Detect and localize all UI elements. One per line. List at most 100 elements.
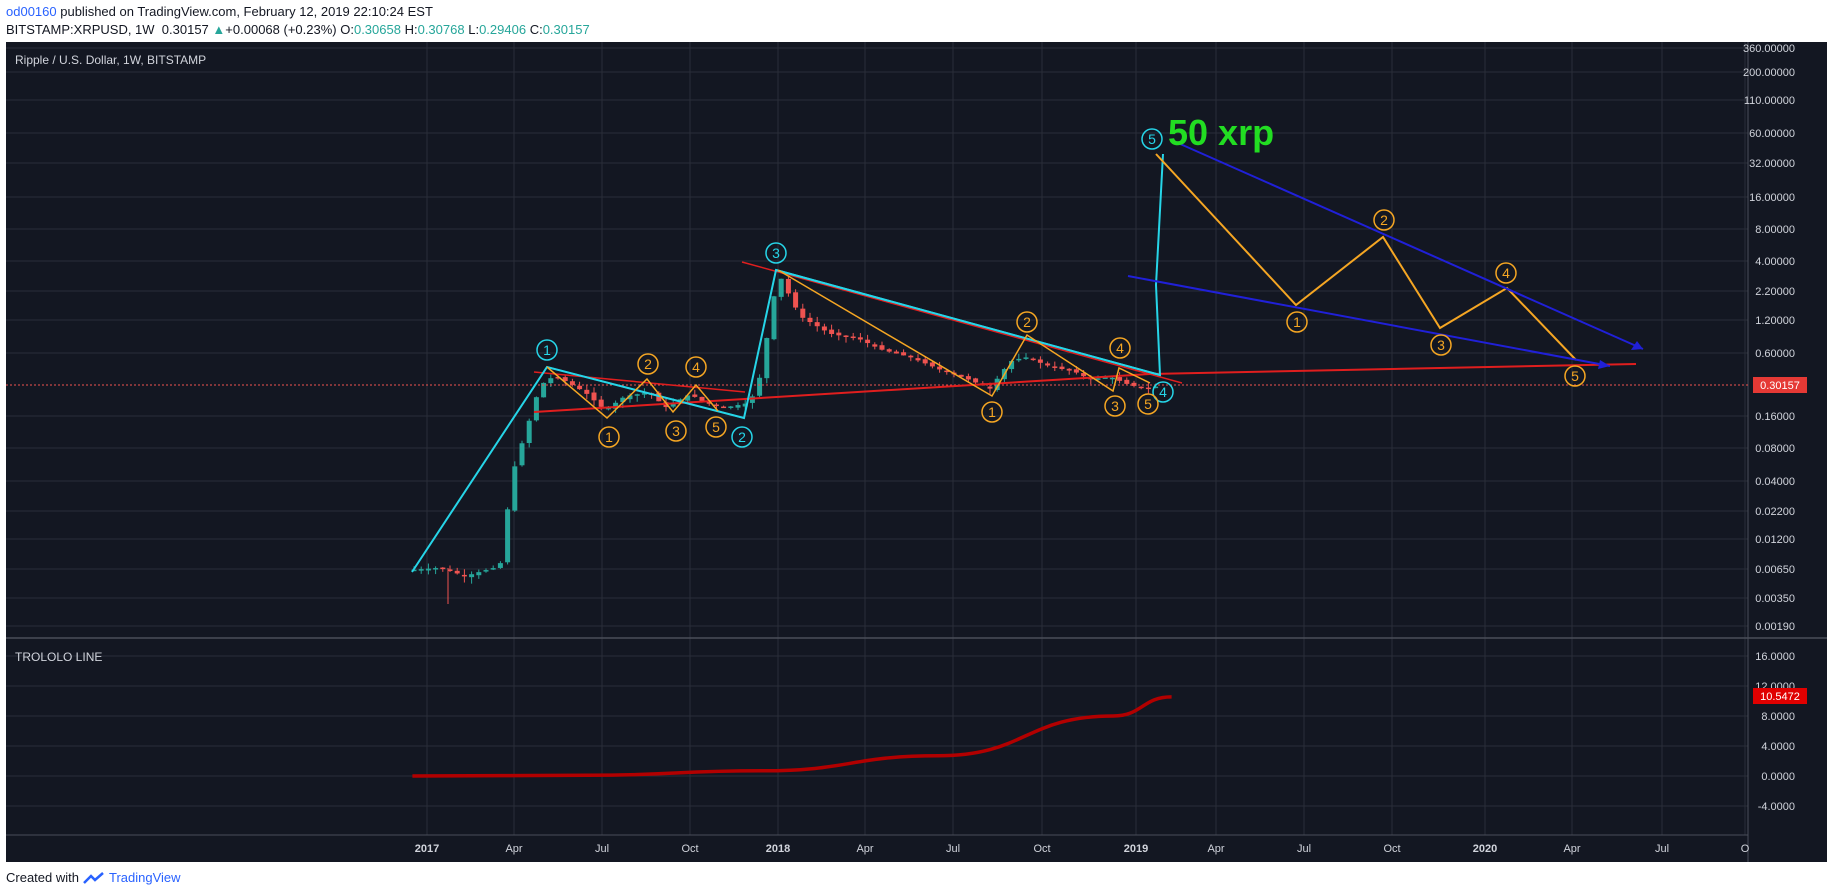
tradingview-logo-icon: [83, 871, 104, 884]
low-label: L:: [468, 22, 480, 37]
candle-body: [937, 366, 943, 370]
last-price-badge: 0.30157: [1753, 377, 1807, 393]
price-tick-label: 0.00350: [1755, 593, 1795, 605]
candle-body: [505, 509, 511, 563]
cyan-wave-label: 3: [772, 245, 780, 261]
price-tick-label: 4.00000: [1755, 256, 1795, 268]
candle-body: [865, 339, 871, 344]
indicator-tick-label: 4.0000: [1761, 741, 1795, 753]
candle-body: [1138, 386, 1144, 389]
orange-wave-label: 1: [605, 429, 613, 445]
orange-wave-label-circle: [1109, 337, 1131, 359]
candle-body: [800, 308, 806, 318]
candle-body: [901, 352, 907, 356]
price-tick-label: 0.04000: [1755, 476, 1795, 488]
candle-body: [965, 376, 971, 380]
open-label: O:: [340, 22, 354, 37]
chart-area[interactable]: Ripple / U.S. Dollar, 1W, BITSTAMP TROLO…: [6, 42, 1827, 862]
candle-body: [814, 322, 820, 327]
candle-body: [447, 569, 453, 571]
last-price: 0.30157: [161, 22, 209, 37]
tradingview-link[interactable]: TradingView: [108, 870, 181, 885]
candle-body: [476, 572, 482, 576]
candle-body: [929, 362, 935, 367]
candle-body: [728, 406, 734, 408]
orange-forecast-label-circle: [1286, 311, 1308, 333]
high-value: 0.30768: [417, 22, 465, 37]
candle-body: [821, 326, 827, 331]
candle-body: [785, 278, 791, 294]
price-tick-label: 8.00000: [1755, 224, 1795, 236]
candle-body: [829, 329, 835, 334]
candle-body: [764, 338, 770, 379]
candle-body: [613, 402, 619, 409]
candle-body: [699, 396, 705, 401]
candle-body: [454, 570, 460, 574]
candle-body: [519, 443, 525, 466]
open-value: 0.30658: [353, 22, 401, 37]
candle-body: [850, 336, 856, 339]
candle-body: [627, 395, 633, 400]
footer: Created with TradingView: [6, 870, 181, 885]
candle-body: [793, 292, 799, 308]
grid: [6, 42, 1748, 835]
author-link[interactable]: od00160: [6, 4, 57, 19]
candle-body: [469, 574, 475, 578]
orange-wave-label-circle: [665, 420, 687, 442]
candle-body: [908, 355, 914, 358]
candle-body: [843, 335, 849, 338]
candle-body: [1095, 378, 1101, 380]
orange-wave-label: 3: [672, 423, 680, 439]
orange-wave-label: 2: [644, 356, 652, 372]
price-tick-label: 0.60000: [1755, 348, 1795, 360]
candle-body: [634, 394, 640, 396]
candle-body: [562, 377, 568, 382]
price-tick-label: 200.00000: [1743, 67, 1795, 79]
candle-body: [656, 392, 662, 402]
orange-forecast-wave: [1155, 153, 1577, 361]
price-tick-label: 0.02200: [1755, 506, 1795, 518]
orange-wave-label: 5: [712, 419, 720, 435]
time-tick-label: Jul: [946, 843, 960, 855]
annotation-50-xrp: 50 xrp: [1168, 112, 1274, 153]
created-with-text: Created with: [6, 870, 79, 885]
time-tick-label: Apr: [1563, 843, 1580, 855]
cyan-wave-label: 1: [543, 342, 551, 358]
blue-channel-upper: [1177, 142, 1644, 350]
candle-body: [425, 568, 431, 571]
orange-wave-label-circle: [705, 416, 727, 438]
candle-body: [742, 403, 748, 407]
candle-body: [1059, 366, 1065, 370]
price-tick-label: 0.08000: [1755, 443, 1795, 455]
candle-body: [1037, 359, 1043, 363]
indicator-value-badge: 10.5472: [1753, 688, 1807, 704]
candle-body: [872, 344, 878, 347]
orange-forecast-label-circle: [1430, 334, 1452, 356]
candle-body: [1073, 369, 1079, 373]
time-tick-label: 2018: [766, 843, 790, 855]
price-tick-label: 2.20000: [1755, 286, 1795, 298]
candle-body: [987, 386, 993, 389]
indicator-tick-label: 16.0000: [1755, 651, 1795, 663]
orange-forecast-label: 1: [1293, 314, 1301, 330]
descending-trendline-2017: [533, 371, 746, 393]
time-tick-label: O: [1741, 843, 1750, 855]
candle-body: [1124, 379, 1130, 384]
price-tick-label: 1.20000: [1755, 315, 1795, 327]
chart-svg[interactable]: Ripple / U.S. Dollar, 1W, BITSTAMP TROLO…: [6, 42, 1827, 862]
candle-body: [1009, 361, 1015, 370]
orange-wave-label-circle: [1016, 311, 1038, 333]
blue-channel-upper-arrow-icon: [1631, 341, 1643, 350]
candle-body: [533, 397, 539, 421]
candle-body: [577, 385, 583, 390]
cyan-impulse-wave: [411, 153, 1164, 573]
cyan-wave-label-circle: [1152, 381, 1174, 403]
candle-body: [1066, 368, 1072, 371]
candle-body: [1153, 386, 1159, 389]
candle-body: [1030, 358, 1036, 361]
candle-body: [440, 567, 446, 570]
symbol-name: BITSTAMP:XRPUSD, 1W: [6, 22, 155, 37]
price-tick-label: 0.00650: [1755, 564, 1795, 576]
descending-trendline-2018: [741, 261, 1183, 384]
